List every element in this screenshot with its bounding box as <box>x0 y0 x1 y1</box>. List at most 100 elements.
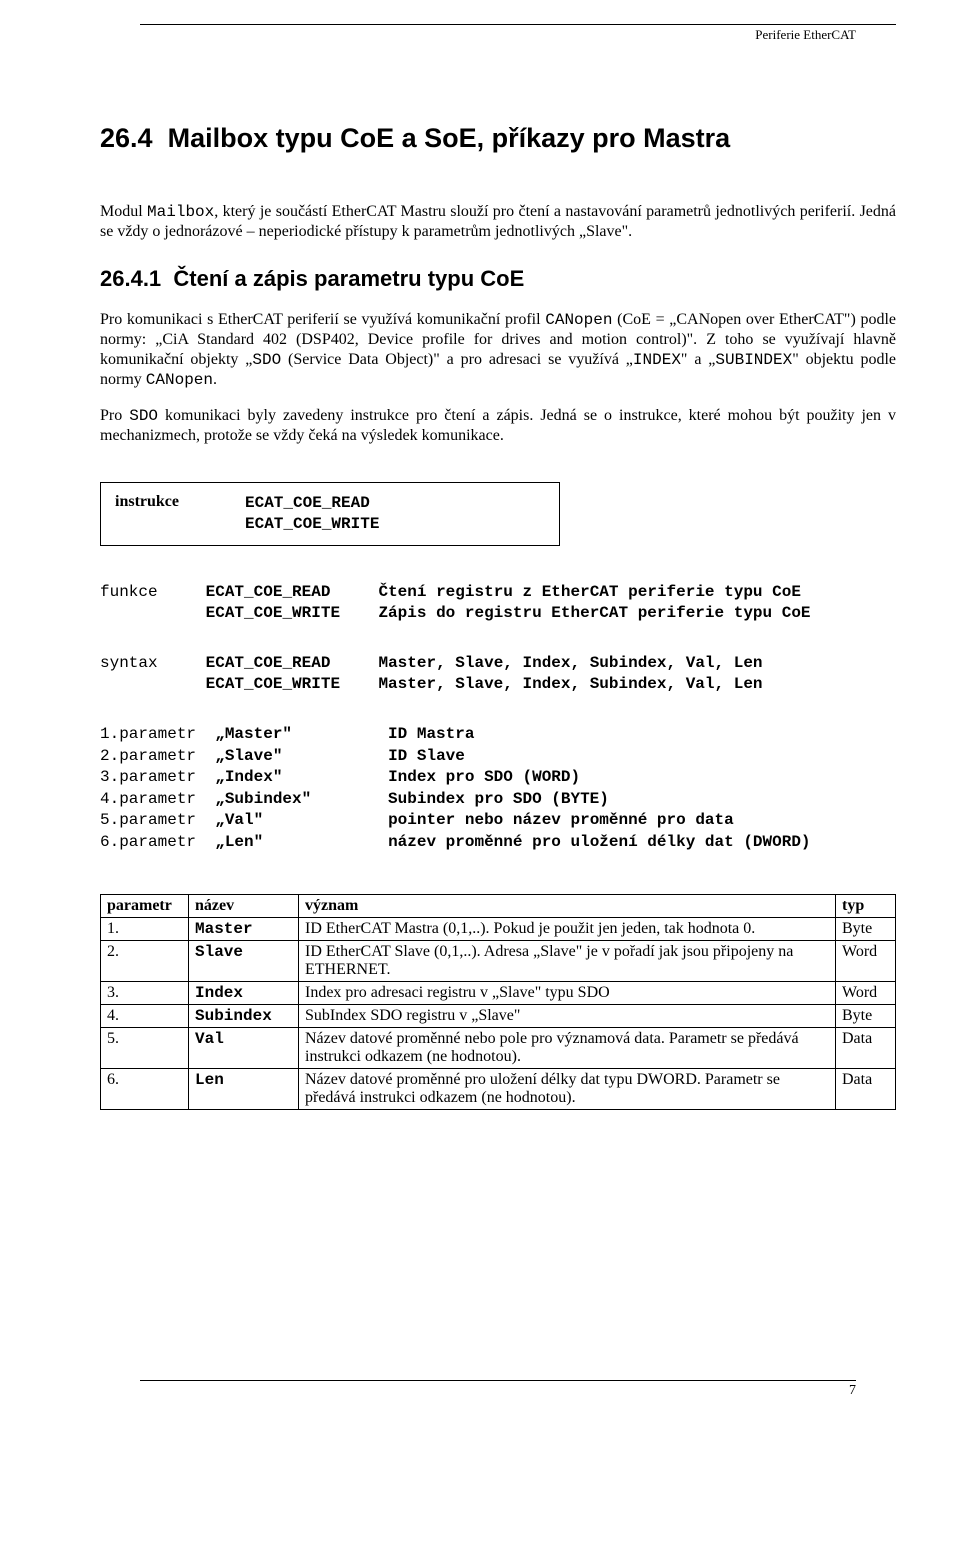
cell-idx: 4. <box>101 1004 189 1027</box>
text: komunikaci byly zavedeny instrukce pro č… <box>100 407 896 444</box>
header-rule <box>140 24 896 25</box>
cell-idx: 5. <box>101 1027 189 1068</box>
param-desc: pointer nebo název proměnné pro data <box>388 811 734 829</box>
text: . <box>213 371 217 388</box>
param-name: „Slave" <box>215 747 282 765</box>
syntax-cmd-2: ECAT_COE_WRITE <box>206 675 340 693</box>
subsection-paragraph-1: Pro komunikaci s EtherCAT periferií se v… <box>100 310 896 390</box>
param-desc: Subindex pro SDO (BYTE) <box>388 790 609 808</box>
cell-desc: ID EtherCAT Slave (0,1,..). Adresa „Slav… <box>299 940 836 981</box>
footer-rule <box>140 1380 856 1381</box>
instruction-box: instrukce ECAT_COE_READ ECAT_COE_WRITE <box>100 482 560 546</box>
cell-type: Word <box>836 940 896 981</box>
th-name: název <box>189 894 299 917</box>
param-desc: ID Mastra <box>388 725 474 743</box>
subsection-heading: 26.4.1 Čtení a zápis parametru typu CoE <box>100 266 896 292</box>
param-desc: ID Slave <box>388 747 465 765</box>
syntax-cmd-1: ECAT_COE_READ <box>206 654 331 672</box>
cell-desc: SubIndex SDO registru v „Slave" <box>299 1004 836 1027</box>
subsection-number: 26.4.1 <box>100 266 161 291</box>
cell-type: Byte <box>836 1004 896 1027</box>
funkce-desc-2: Zápis do registru EtherCAT periferie typ… <box>378 604 810 622</box>
param-desc: název proměnné pro uložení délky dat (DW… <box>388 833 810 851</box>
param-label: 5.parametr <box>100 811 196 829</box>
section-title-text: Mailbox typu CoE a SoE, příkazy pro Mast… <box>168 123 731 153</box>
code-inline: CANopen <box>146 371 213 389</box>
section-heading: 26.4 Mailbox typu CoE a SoE, příkazy pro… <box>100 123 896 154</box>
table-row: 3. Index Index pro adresaci registru v „… <box>101 981 896 1004</box>
param-label: 3.parametr <box>100 768 196 786</box>
cell-name: Slave <box>189 940 299 981</box>
th-idx: parametr <box>101 894 189 917</box>
cell-idx: 3. <box>101 981 189 1004</box>
cell-type: Data <box>836 1068 896 1109</box>
funkce-cmd-2: ECAT_COE_WRITE <box>206 604 340 622</box>
syntax-block: syntax ECAT_COE_READ Master, Slave, Inde… <box>100 653 896 696</box>
subsection-paragraph-2: Pro SDO komunikaci byly zavedeny instruk… <box>100 406 896 446</box>
parameters-inline-block: 1.parametr „Master" ID Mastra 2.parametr… <box>100 724 896 854</box>
code-inline: INDEX <box>633 351 681 369</box>
th-type: typ <box>836 894 896 917</box>
param-name: „Master" <box>215 725 292 743</box>
cell-desc: Index pro adresaci registru v „Slave" ty… <box>299 981 836 1004</box>
param-label: 2.parametr <box>100 747 196 765</box>
text: , který je součástí EtherCAT Mastru slou… <box>100 203 896 240</box>
syntax-label: syntax <box>100 654 158 672</box>
table-row: 6. Len Název datové proměnné pro uložení… <box>101 1068 896 1109</box>
running-header: Periferie EtherCAT <box>100 27 896 43</box>
funkce-block: funkce ECAT_COE_READ Čtení registru z Et… <box>100 582 896 625</box>
th-desc: význam <box>299 894 836 917</box>
cell-name: Index <box>189 981 299 1004</box>
code-inline: Mailbox <box>147 203 214 221</box>
cell-desc: Název datové proměnné nebo pole pro význ… <box>299 1027 836 1068</box>
param-label: 4.parametr <box>100 790 196 808</box>
instruction-values: ECAT_COE_READ ECAT_COE_WRITE <box>245 493 379 535</box>
cell-name: Master <box>189 917 299 940</box>
cell-type: Byte <box>836 917 896 940</box>
text: Pro <box>100 407 129 424</box>
parameter-table: parametr název význam typ 1. Master ID E… <box>100 894 896 1110</box>
section-number: 26.4 <box>100 123 153 153</box>
page-number: 7 <box>849 1383 856 1398</box>
funkce-desc-1: Čtení registru z EtherCAT periferie typu… <box>378 583 800 601</box>
text: " a „ <box>681 351 715 368</box>
syntax-args-1: Master, Slave, Index, Subindex, Val, Len <box>378 654 762 672</box>
param-name: „Len" <box>215 833 263 851</box>
cell-name: Val <box>189 1027 299 1068</box>
code-inline: SDO <box>252 351 281 369</box>
text: Modul <box>100 203 147 220</box>
cell-desc: Název datové proměnné pro uložení délky … <box>299 1068 836 1109</box>
table-header-row: parametr název význam typ <box>101 894 896 917</box>
instruction-read: ECAT_COE_READ <box>245 493 379 514</box>
cell-idx: 2. <box>101 940 189 981</box>
param-label: 6.parametr <box>100 833 196 851</box>
table-body: 1. Master ID EtherCAT Mastra (0,1,..). P… <box>101 917 896 1109</box>
cell-type: Data <box>836 1027 896 1068</box>
text: Pro komunikaci s EtherCAT periferií se v… <box>100 311 545 328</box>
param-label: 1.parametr <box>100 725 196 743</box>
cell-idx: 6. <box>101 1068 189 1109</box>
cell-desc: ID EtherCAT Mastra (0,1,..). Pokud je po… <box>299 917 836 940</box>
param-desc: Index pro SDO (WORD) <box>388 768 580 786</box>
table-row: 2. Slave ID EtherCAT Slave (0,1,..). Adr… <box>101 940 896 981</box>
funkce-cmd-1: ECAT_COE_READ <box>206 583 331 601</box>
code-inline: CANopen <box>545 311 612 329</box>
param-name: „Subindex" <box>215 790 311 808</box>
intro-paragraph: Modul Mailbox, který je součástí EtherCA… <box>100 202 896 242</box>
funkce-label: funkce <box>100 583 158 601</box>
table-row: 4. Subindex SubIndex SDO registru v „Sla… <box>101 1004 896 1027</box>
cell-name: Subindex <box>189 1004 299 1027</box>
code-inline: SDO <box>129 407 158 425</box>
page: Periferie EtherCAT 26.4 Mailbox typu CoE… <box>0 0 960 1439</box>
cell-type: Word <box>836 981 896 1004</box>
cell-idx: 1. <box>101 917 189 940</box>
cell-name: Len <box>189 1068 299 1109</box>
instruction-label: instrukce <box>115 493 245 535</box>
table-row: 1. Master ID EtherCAT Mastra (0,1,..). P… <box>101 917 896 940</box>
param-name: „Val" <box>215 811 263 829</box>
param-name: „Index" <box>215 768 282 786</box>
text: (Service Data Object)" a pro adresaci se… <box>281 351 633 368</box>
code-inline: SUBINDEX <box>715 351 792 369</box>
syntax-args-2: Master, Slave, Index, Subindex, Val, Len <box>378 675 762 693</box>
page-footer: 7 <box>100 1380 896 1399</box>
